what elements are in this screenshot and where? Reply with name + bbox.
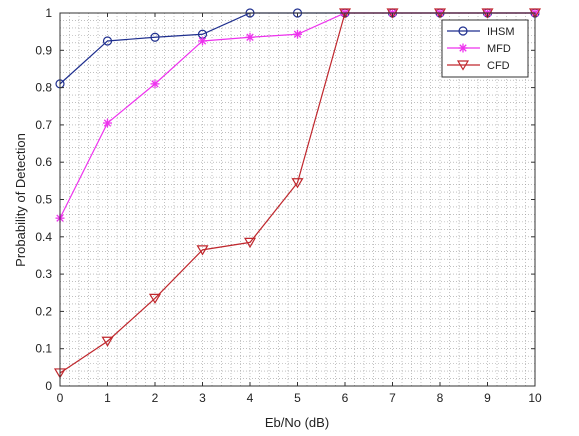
data-point-mfd — [293, 29, 302, 39]
x-tick-label: 5 — [294, 391, 301, 405]
marker-stroke — [293, 30, 302, 38]
y-tick-label: 0.9 — [35, 43, 52, 57]
ticks: 0 1 2 3 4 5 6 7 8 9 10 0 0.1 0.2 0.3 0.4 0.5 0.6 0.7 0.8 0.9… — [35, 6, 542, 405]
data-point-ihsm — [150, 32, 160, 42]
x-tick-label: 4 — [247, 391, 254, 405]
marker-stroke — [459, 44, 467, 52]
x-tick-label: 9 — [484, 391, 491, 405]
y-tick-label: 0.3 — [35, 267, 52, 281]
x-axis-title: Eb/No (dB) — [265, 415, 329, 430]
legend-marker-ihsm — [458, 26, 468, 36]
y-tick-label: 0.7 — [35, 118, 52, 132]
legend-label-mfd: MFD — [487, 43, 511, 55]
y-tick-label: 0 — [45, 379, 52, 393]
data-point-cfd — [291, 178, 304, 189]
legend-marker-mfd — [458, 43, 468, 53]
y-tick-label: 0.2 — [35, 304, 52, 318]
legend-marker-cfd — [456, 60, 470, 71]
data-point-cfd — [148, 293, 162, 305]
grid — [60, 13, 535, 386]
data-point-cfd — [196, 245, 209, 256]
data-point-mfd — [150, 79, 160, 89]
marker-stroke — [103, 119, 112, 127]
x-tick-label: 1 — [104, 391, 111, 405]
data-point-mfd — [103, 118, 112, 128]
data-point-mfd — [198, 36, 207, 46]
y-tick-label: 0.4 — [35, 230, 52, 244]
marker-stroke — [151, 80, 159, 88]
legend-box — [441, 19, 529, 78]
data-point-cfd — [243, 237, 257, 249]
y-tick-label: 0.6 — [35, 155, 52, 169]
x-tick-label: 2 — [152, 391, 159, 405]
data-point-mfd — [245, 32, 255, 42]
data-point-ihsm — [102, 36, 113, 46]
legend: IHSM MFD CFD — [441, 19, 529, 78]
x-tick-label: 6 — [342, 391, 349, 405]
marker-stroke — [246, 33, 254, 41]
y-tick-label: 0.8 — [35, 81, 52, 95]
y-axis-title: Probability of Detection — [13, 133, 28, 267]
legend-label-ihsm: IHSM — [487, 26, 515, 38]
marker-stroke — [198, 37, 207, 45]
data-point-cfd — [101, 336, 114, 347]
x-tick-label: 7 — [389, 391, 396, 405]
y-tick-label: 0.1 — [35, 342, 52, 356]
legend-label-cfd: CFD — [487, 60, 510, 72]
x-tick-label: 0 — [57, 391, 64, 405]
x-tick-label: 3 — [199, 391, 206, 405]
y-tick-label: 1 — [45, 6, 52, 20]
x-tick-label: 8 — [437, 391, 444, 405]
y-tick-label: 0.5 — [35, 193, 52, 207]
x-tick-label: 10 — [528, 391, 542, 405]
